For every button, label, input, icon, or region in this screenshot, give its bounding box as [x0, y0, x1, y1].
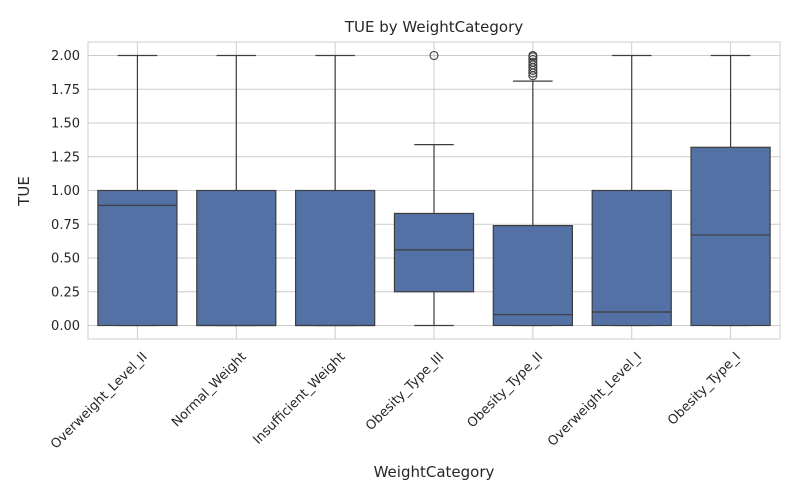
x-tick-label: Insufficient_Weight	[250, 350, 348, 448]
x-tick-label: Obesity_Type_III	[363, 350, 447, 434]
box-iqr	[393, 212, 475, 293]
box-iqr	[97, 189, 178, 327]
y-tick-label: 1.75	[51, 83, 80, 98]
outlier-point	[528, 57, 538, 67]
box-layer	[97, 50, 771, 327]
y-tick-label: 1.00	[51, 184, 80, 199]
x-tick-label: Overweight_Level_I	[545, 350, 645, 450]
box-iqr	[295, 189, 376, 327]
outlier-point	[429, 50, 439, 61]
plot-frame	[87, 41, 781, 340]
y-tick-label: 0.00	[51, 319, 80, 334]
x-tick-label: Obesity_Type_II	[465, 350, 546, 431]
x-axis-label: WeightCategory	[374, 463, 495, 481]
box-iqr	[196, 189, 277, 327]
outlier-point	[528, 54, 538, 65]
x-tick-label: Overweight_Level_II	[48, 350, 151, 453]
y-tick-label: 0.25	[51, 285, 80, 300]
y-tick-label: 1.25	[51, 150, 80, 165]
x-tick-label: Obesity_Type_I	[665, 350, 744, 429]
box-iqr	[591, 189, 672, 327]
y-tick-label: 1.50	[51, 117, 80, 132]
box-iqr	[690, 146, 771, 327]
box-iqr	[492, 225, 574, 327]
x-tick-label: Normal_Weight	[169, 350, 249, 430]
y-axis-label: TUE	[15, 176, 33, 207]
y-tick-label: 2.00	[51, 49, 80, 64]
chart-title: TUE by WeightCategory	[344, 18, 523, 36]
y-tick-label: 0.50	[51, 252, 80, 267]
outlier-point	[528, 50, 538, 61]
y-tick-label: 0.75	[51, 218, 80, 233]
